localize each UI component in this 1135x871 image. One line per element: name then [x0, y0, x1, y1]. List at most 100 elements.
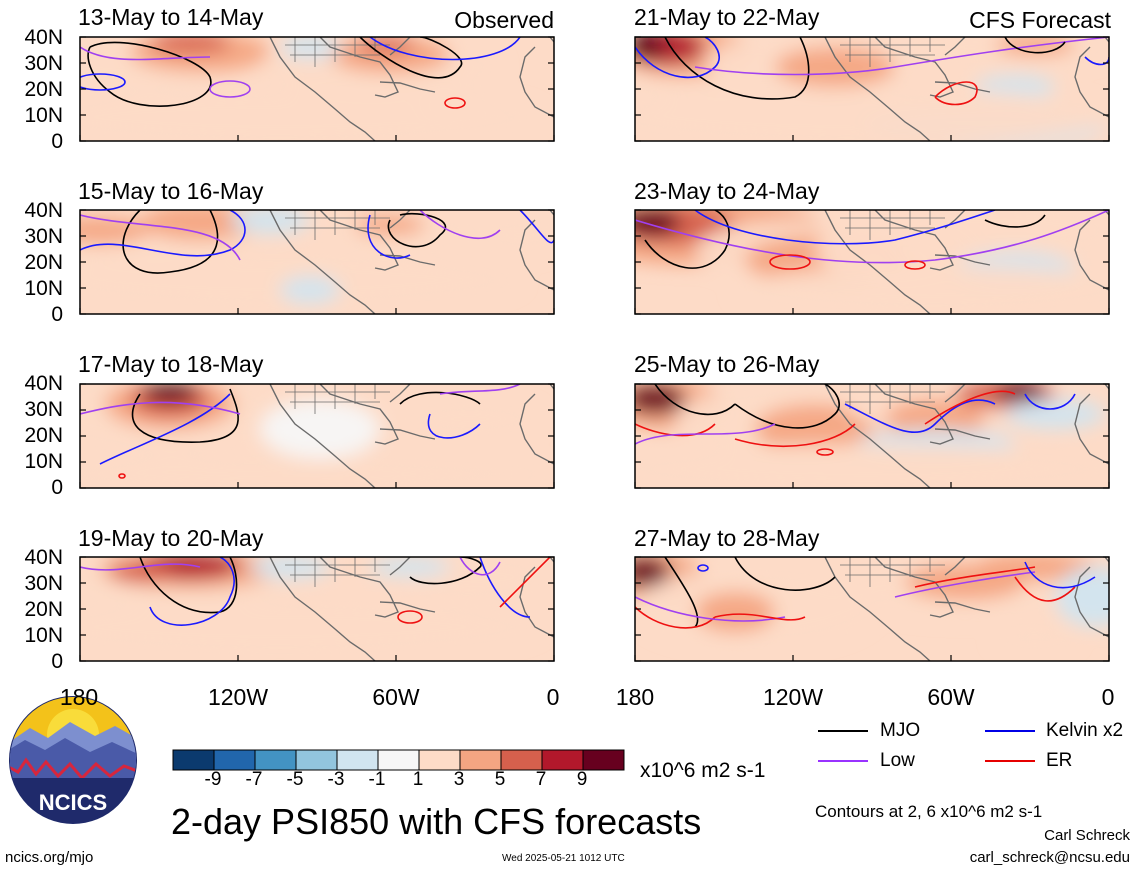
- contour-er: [734, 423, 856, 448]
- anomaly-shade: [975, 557, 1095, 581]
- lat-label: 10N: [24, 104, 63, 127]
- anomaly-shade: [695, 592, 775, 632]
- contour-er: [397, 610, 423, 624]
- contour-low: [635, 596, 786, 622]
- contour-mjo: [87, 41, 212, 107]
- lon-label: 180: [615, 684, 655, 710]
- anomaly-shade: [230, 210, 310, 234]
- lon-label: 180: [59, 684, 99, 710]
- colorbar-label: -9: [204, 769, 222, 790]
- coastlines: [269, 557, 554, 661]
- contour-kel: [519, 210, 554, 244]
- colorbar-swatch: [254, 749, 297, 771]
- lat-label: 30N: [24, 52, 63, 75]
- contour-kel: [99, 393, 231, 465]
- lon-label: 120W: [762, 684, 824, 710]
- cfs-forecast-label: CFS Forecast: [969, 7, 1111, 33]
- colorbar-swatch: [500, 749, 543, 771]
- contour-mjo: [122, 210, 219, 274]
- contour-er: [714, 613, 806, 621]
- contours: [80, 37, 521, 109]
- lat-label: 20N: [24, 598, 63, 621]
- anomaly-shade: [80, 216, 150, 244]
- contour-low: [209, 80, 251, 98]
- anomaly-shade: [775, 47, 895, 87]
- contour-low: [80, 563, 201, 571]
- coastlines: [269, 210, 554, 314]
- colorbar-swatch: [295, 749, 338, 771]
- colorbar-label: 1: [412, 769, 424, 790]
- map-panel: [79, 209, 555, 315]
- colorbar-swatch: [336, 749, 379, 771]
- anomaly-shade: [80, 597, 540, 657]
- map-panel: [634, 383, 1110, 489]
- contour-er: [1014, 576, 1076, 602]
- contour-kel: [369, 37, 521, 61]
- contour-kel: [367, 214, 411, 259]
- ncics-logo: NCICS: [9, 696, 137, 824]
- contour-kel: [1024, 561, 1096, 589]
- website-link[interactable]: ncics.org/mjo: [5, 849, 94, 866]
- lat-label: 0: [51, 650, 63, 673]
- anomaly-shade: [1055, 567, 1109, 627]
- contour-low: [694, 37, 1109, 76]
- contours: [635, 210, 1109, 270]
- legend-lines: [818, 730, 1035, 762]
- map-panels: [79, 36, 1110, 662]
- lat-label: 30N: [24, 225, 63, 248]
- contour-er: [118, 473, 126, 479]
- contour-low: [80, 401, 241, 415]
- contour-mjo: [654, 384, 736, 416]
- contours: [635, 384, 1076, 456]
- anomaly-shade: [995, 622, 1075, 652]
- anomaly-shade: [1005, 399, 1105, 429]
- contour-kel: [844, 399, 996, 434]
- anomaly-shade: [355, 215, 425, 235]
- contour-er: [934, 81, 978, 106]
- contour-kel: [694, 210, 996, 245]
- contour-mjo: [734, 384, 840, 429]
- contours: [635, 557, 1096, 629]
- contour-low: [80, 214, 241, 261]
- map-panel: [79, 383, 555, 489]
- colorbar-label: -5: [286, 769, 304, 790]
- panel-title-left-3: 17-May to 18-May: [78, 351, 264, 377]
- contour-kel: [80, 73, 126, 91]
- contour-er: [904, 260, 926, 270]
- lat-label: 40N: [24, 372, 63, 395]
- contour-er: [444, 97, 466, 109]
- anomaly-shade: [142, 384, 198, 404]
- contour-kel: [697, 564, 709, 572]
- lat-label: 10N: [24, 624, 63, 647]
- contour-er: [635, 606, 716, 629]
- contour-kel: [427, 413, 481, 439]
- contour-low: [80, 46, 211, 61]
- contour-low: [894, 571, 1036, 598]
- map-panel: [79, 556, 555, 662]
- contour-er: [816, 448, 834, 456]
- lat-label: 20N: [24, 251, 63, 274]
- anomaly-shade: [250, 557, 330, 579]
- coastlines: [824, 384, 1109, 488]
- main-title: 2-day PSI850 with CFS forecasts: [171, 801, 702, 842]
- anomaly-shade: [480, 215, 554, 255]
- anomaly-shade: [885, 399, 985, 439]
- contour-er: [924, 390, 1016, 425]
- anomaly-shade: [80, 454, 554, 488]
- contour-er: [499, 557, 551, 608]
- contours: [80, 384, 521, 479]
- map-panel: [634, 209, 1110, 315]
- map-panel: [79, 36, 555, 142]
- anomaly-shade: [80, 250, 520, 310]
- contour-mjo: [644, 210, 730, 269]
- contours: [80, 557, 551, 626]
- lat-label: 30N: [24, 398, 63, 421]
- coastlines: [269, 384, 554, 488]
- contours: [80, 210, 554, 274]
- lon-label: 0: [1101, 684, 1115, 710]
- anomaly-shade: [370, 557, 450, 577]
- lat-label: 0: [51, 476, 63, 499]
- contour-kel: [80, 210, 246, 257]
- timestamp: Wed 2025-05-21 1012 UTC: [502, 853, 625, 864]
- anomaly-shade: [635, 87, 1109, 141]
